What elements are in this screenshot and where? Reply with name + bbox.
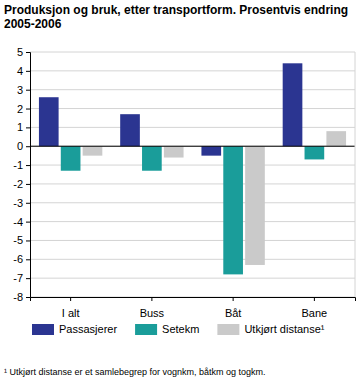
zero-line [30, 146, 355, 147]
y-tick-mark [26, 297, 30, 298]
grid-line [30, 202, 355, 203]
y-tick: -4 [13, 216, 30, 228]
x-tick-mark [70, 297, 71, 301]
x-axis-line [31, 298, 356, 302]
y-tick: -5 [13, 234, 30, 246]
legend-item: Utkjørt distanse¹ [217, 323, 324, 335]
bar [61, 146, 81, 171]
y-tick: -3 [13, 197, 30, 209]
y-tick: -6 [13, 253, 30, 265]
grid-line [30, 183, 355, 184]
bar [142, 146, 162, 171]
grid-line [30, 52, 355, 53]
grid-line [30, 221, 355, 222]
legend-label: Setekm [162, 323, 199, 335]
y-tick: -8 [13, 291, 30, 303]
x-tick-mark [314, 297, 315, 301]
y-tick-label: -7 [13, 272, 23, 284]
y-axis: -8 -7 -6 -5 -4 -3 -2 -1 0 1 2 3 4 5 [13, 46, 30, 303]
y-tick: -7 [13, 272, 30, 284]
y-tick-label: 4 [17, 65, 23, 77]
y-tick-mark [26, 259, 30, 260]
y-tick: 0 [17, 140, 30, 152]
y-tick: 1 [17, 121, 30, 133]
x-axis: I alt Buss Båt Bane [31, 297, 356, 319]
x-tick: I alt [62, 297, 80, 319]
y-tick-label: -3 [13, 197, 23, 209]
y-tick: 3 [17, 84, 30, 96]
legend-swatch [32, 324, 54, 335]
y-tick-mark [26, 127, 30, 128]
bar [201, 146, 221, 155]
y-tick: 5 [17, 46, 30, 58]
y-tick-label: -6 [13, 253, 23, 265]
grid-line [30, 146, 355, 147]
y-tick: -2 [13, 178, 30, 190]
y-tick-label: 5 [17, 46, 23, 58]
legend: Passasjerer Setekm Utkjørt distanse¹ [32, 323, 325, 335]
grid-line [30, 278, 355, 279]
y-tick-mark [26, 222, 30, 223]
y-tick-label: -1 [13, 159, 23, 171]
y-tick-mark [26, 184, 30, 185]
bar [326, 131, 346, 146]
y-tick-mark [26, 146, 30, 147]
plot-frame [355, 52, 356, 297]
legend-swatch [135, 324, 157, 335]
bars [39, 63, 346, 274]
y-tick-mark [26, 240, 30, 241]
x-tick-label: Bane [302, 307, 328, 319]
x-tick-label: Båt [225, 307, 242, 319]
bar [245, 146, 265, 265]
y-tick-mark [26, 71, 30, 72]
x-tick-mark [233, 297, 234, 301]
grid-line [30, 240, 355, 241]
y-tick: 2 [17, 103, 30, 115]
footnote: ¹ Utkjørt distanse er et samlebegrep for… [4, 367, 266, 377]
bar [39, 97, 59, 146]
title: Produksjon og bruk, etter transportform.… [4, 3, 348, 31]
grid-line [30, 127, 355, 128]
y-tick: 4 [17, 65, 30, 77]
bar [83, 146, 103, 155]
y-tick-mark [26, 109, 30, 110]
x-tick: Båt [225, 297, 242, 319]
y-tick-mark [26, 203, 30, 204]
x-tick: Bane [302, 297, 328, 319]
grid-line [30, 89, 355, 90]
y-tick-label: 2 [17, 103, 23, 115]
bar [164, 146, 184, 157]
y-tick-label: -4 [13, 216, 23, 228]
grid-line [30, 259, 355, 260]
grid-line [30, 70, 355, 71]
bar [120, 114, 140, 146]
legend-item: Setekm [135, 323, 199, 335]
x-tick-mark [151, 297, 152, 301]
x-tick-label: Buss [140, 307, 165, 319]
y-tick: -1 [13, 159, 30, 171]
y-tick-mark [26, 90, 30, 91]
x-tick: Buss [140, 297, 165, 319]
y-tick-mark [26, 165, 30, 166]
y-tick-label: 1 [17, 121, 23, 133]
legend-item: Passasjerer [32, 323, 117, 335]
y-tick-mark [26, 52, 30, 53]
grid-line [30, 108, 355, 109]
y-tick-mark [26, 278, 30, 279]
x-tick-label: I alt [62, 307, 80, 319]
y-tick-label: -8 [13, 291, 23, 303]
y-tick-label: 0 [17, 140, 23, 152]
y-axis-line [26, 53, 31, 298]
y-tick-label: -2 [13, 178, 23, 190]
y-tick-label: 3 [17, 84, 23, 96]
bar [223, 146, 243, 274]
legend-swatch [217, 324, 239, 335]
bar [283, 63, 303, 146]
y-tick-label: -5 [13, 234, 23, 246]
legend-label: Passasjerer [59, 323, 117, 335]
bar [305, 146, 325, 159]
legend-label: Utkjørt distanse¹ [244, 323, 324, 335]
